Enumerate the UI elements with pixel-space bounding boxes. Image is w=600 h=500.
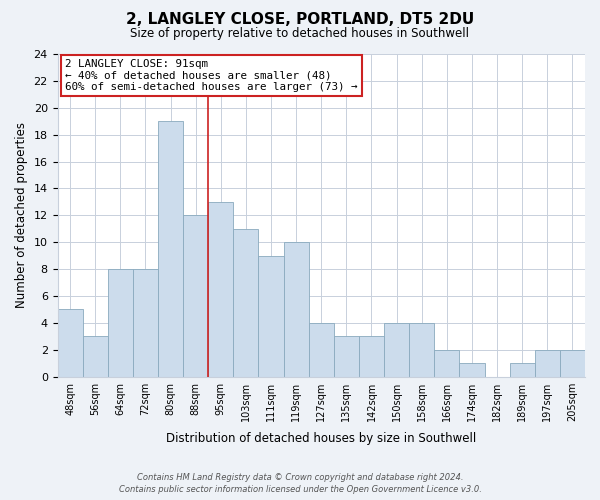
- Bar: [409, 323, 434, 376]
- Text: 2, LANGLEY CLOSE, PORTLAND, DT5 2DU: 2, LANGLEY CLOSE, PORTLAND, DT5 2DU: [126, 12, 474, 28]
- Text: Size of property relative to detached houses in Southwell: Size of property relative to detached ho…: [131, 28, 470, 40]
- Text: 2 LANGLEY CLOSE: 91sqm
← 40% of detached houses are smaller (48)
60% of semi-det: 2 LANGLEY CLOSE: 91sqm ← 40% of detached…: [65, 59, 358, 92]
- Bar: [158, 121, 183, 376]
- X-axis label: Distribution of detached houses by size in Southwell: Distribution of detached houses by size …: [166, 432, 476, 445]
- Bar: [560, 350, 585, 376]
- Bar: [284, 242, 309, 376]
- Bar: [259, 256, 284, 376]
- Bar: [535, 350, 560, 376]
- Text: Contains HM Land Registry data © Crown copyright and database right 2024.
Contai: Contains HM Land Registry data © Crown c…: [119, 472, 481, 494]
- Bar: [58, 310, 83, 376]
- Bar: [83, 336, 108, 376]
- Bar: [133, 269, 158, 376]
- Y-axis label: Number of detached properties: Number of detached properties: [15, 122, 28, 308]
- Bar: [384, 323, 409, 376]
- Bar: [233, 229, 259, 376]
- Bar: [183, 216, 208, 376]
- Bar: [359, 336, 384, 376]
- Bar: [208, 202, 233, 376]
- Bar: [434, 350, 460, 376]
- Bar: [334, 336, 359, 376]
- Bar: [108, 269, 133, 376]
- Bar: [460, 363, 485, 376]
- Bar: [309, 323, 334, 376]
- Bar: [509, 363, 535, 376]
